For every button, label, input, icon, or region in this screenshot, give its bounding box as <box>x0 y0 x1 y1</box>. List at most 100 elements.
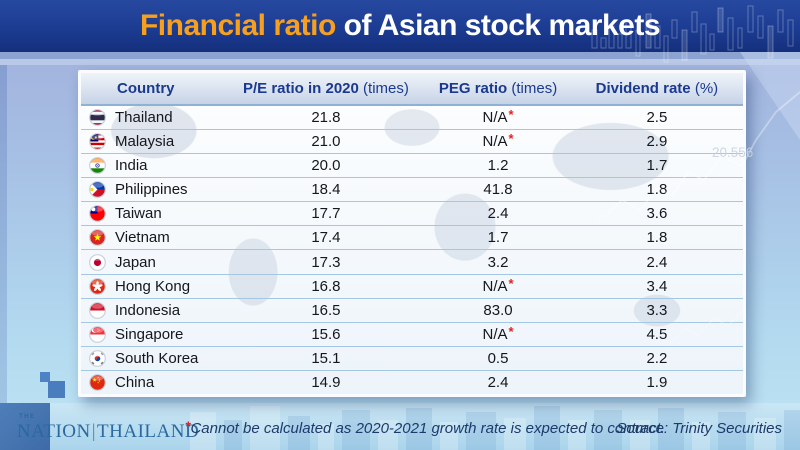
dividend-rate-value: 4.5 <box>646 325 668 343</box>
header-divider-band-dark <box>0 52 800 59</box>
flag-icon-thailand <box>89 109 106 126</box>
country-name: South Korea <box>115 349 199 367</box>
country-cell: China <box>81 374 227 391</box>
country-name: Malaysia <box>115 133 175 151</box>
country-cell: Taiwan <box>81 205 227 222</box>
country-name: Hong Kong <box>115 277 191 295</box>
table-row: Thailand 21.8 N/A* 2.5 <box>81 106 743 131</box>
pe-ratio-value: 15.1 <box>311 349 341 367</box>
peg-ratio-value: 3.2 <box>487 253 509 271</box>
column-header-dividend-label: Dividend rate <box>595 80 691 97</box>
table-row: Indonesia 16.5 83.0 3.3 <box>81 299 743 323</box>
dividend-rate-value: 3.6 <box>646 205 668 223</box>
dividend-rate-value: 1.8 <box>646 229 668 247</box>
footnote: *Cannot be calculated as 2020-2021 growt… <box>185 418 665 437</box>
flag-icon-vietnam <box>89 229 106 247</box>
nation-thailand-logo: THE NATION|THAILAND <box>17 414 200 443</box>
asterisk-marker: * <box>508 107 514 123</box>
dividend-rate-value: 2.9 <box>646 133 668 151</box>
table-row: Singapore 15.6 N/A* 4.5 <box>81 323 743 347</box>
flag-icon-southkorea <box>89 349 106 367</box>
pe-ratio-value: 21.0 <box>311 133 341 151</box>
peg-ratio-value: N/A* <box>482 275 514 295</box>
dividend-rate-value: 1.9 <box>646 373 668 391</box>
asterisk-marker: * <box>508 275 514 291</box>
decor-square-small <box>40 372 50 382</box>
peg-ratio-value: 2.4 <box>487 373 509 391</box>
flag-icon-indonesia <box>89 301 106 319</box>
peg-ratio-value: 2.4 <box>487 205 509 223</box>
dividend-rate-value: 1.7 <box>646 157 668 175</box>
footer-band <box>0 403 800 450</box>
pe-ratio-value: 18.4 <box>311 181 341 199</box>
peg-ratio-value: 41.8 <box>483 181 513 199</box>
country-name: Japan <box>115 253 156 271</box>
column-header-pe-label: P/E ratio in 2020 <box>242 80 359 97</box>
page-title-highlight: Financial ratio <box>139 9 336 42</box>
table-row: Hong Kong 16.8 N/A* 3.4 <box>81 275 743 299</box>
flag-icon-philippines <box>89 181 106 199</box>
country-name: Taiwan <box>115 205 162 223</box>
flag-icon-india <box>89 157 106 175</box>
country-name: Singapore <box>115 325 184 343</box>
country-cell: Thailand <box>81 109 227 126</box>
column-header-pe-ratio: P/E ratio in 2020 (times) <box>242 80 409 97</box>
logo-thailand: THAILAND <box>97 421 200 442</box>
country-name: Philippines <box>115 181 188 199</box>
country-cell: Japan <box>81 254 227 271</box>
table-row: India 20.0 1.2 1.7 <box>81 154 743 179</box>
pe-ratio-value: 17.4 <box>311 229 341 247</box>
page-title-rest: of Asian stock markets <box>335 9 661 42</box>
country-cell: Indonesia <box>81 302 227 319</box>
peg-ratio-value: N/A* <box>482 323 514 343</box>
peg-ratio-value: 0.5 <box>487 349 509 367</box>
logo-the: THE <box>19 414 36 420</box>
corner-light-wedge <box>740 52 800 140</box>
country-cell: Singapore <box>81 326 227 343</box>
country-name: Indonesia <box>115 301 181 319</box>
flag-icon-taiwan <box>89 205 106 223</box>
dividend-rate-value: 2.5 <box>646 109 668 127</box>
title-bar: Financial ratio of Asian stock markets <box>0 0 800 52</box>
footnote-text: Cannot be calculated as 2020-2021 growth… <box>190 420 665 437</box>
table-row: Vietnam 17.4 1.7 1.8 <box>81 226 743 251</box>
flag-icon-china <box>89 373 106 391</box>
dividend-rate-value: 1.8 <box>646 181 668 199</box>
column-header-peg-label: PEG ratio <box>438 80 508 97</box>
flag-icon-japan <box>89 253 106 271</box>
column-header-country-label: Country <box>117 80 175 97</box>
flag-icon-singapore <box>89 325 106 343</box>
country-name: India <box>115 157 148 175</box>
peg-ratio-value: N/A* <box>482 107 514 127</box>
pe-ratio-value: 20.0 <box>311 157 341 175</box>
peg-ratio-value: N/A* <box>482 131 514 151</box>
column-header-dividend-rate: Dividend rate (%) <box>595 80 719 97</box>
asterisk-marker: * <box>508 131 514 147</box>
country-cell: Vietnam <box>81 229 227 246</box>
table-header-row: Country P/E ratio in 2020 (times) PEG ra… <box>81 73 743 106</box>
flag-icon-hongkong <box>89 277 106 295</box>
country-cell: Philippines <box>81 181 227 198</box>
footnote-asterisk: * <box>185 418 191 434</box>
dividend-rate-value: 2.2 <box>646 349 668 367</box>
asterisk-marker: * <box>508 323 514 339</box>
peg-ratio-value: 1.2 <box>487 157 509 175</box>
country-cell: South Korea <box>81 350 227 367</box>
country-cell: India <box>81 157 227 174</box>
pe-ratio-value: 16.8 <box>311 277 341 295</box>
financial-ratio-table: Country P/E ratio in 2020 (times) PEG ra… <box>78 70 746 397</box>
table-row: Philippines 18.4 41.8 1.8 <box>81 178 743 203</box>
column-header-country: Country <box>81 80 227 97</box>
flag-icon-malaysia <box>89 133 106 151</box>
country-cell: Hong Kong <box>81 278 227 295</box>
logo-nation: NATION <box>17 421 91 442</box>
peg-ratio-value: 83.0 <box>483 301 513 319</box>
country-name: Thailand <box>115 109 173 127</box>
pe-ratio-value: 17.3 <box>311 253 341 271</box>
left-edge-strip <box>0 52 7 450</box>
table-row: Malaysia 21.0 N/A* 2.9 <box>81 130 743 155</box>
pe-ratio-value: 16.5 <box>311 301 341 319</box>
pe-ratio-value: 17.7 <box>311 205 341 223</box>
pe-ratio-value: 15.6 <box>311 325 341 343</box>
peg-ratio-value: 1.7 <box>487 229 509 247</box>
